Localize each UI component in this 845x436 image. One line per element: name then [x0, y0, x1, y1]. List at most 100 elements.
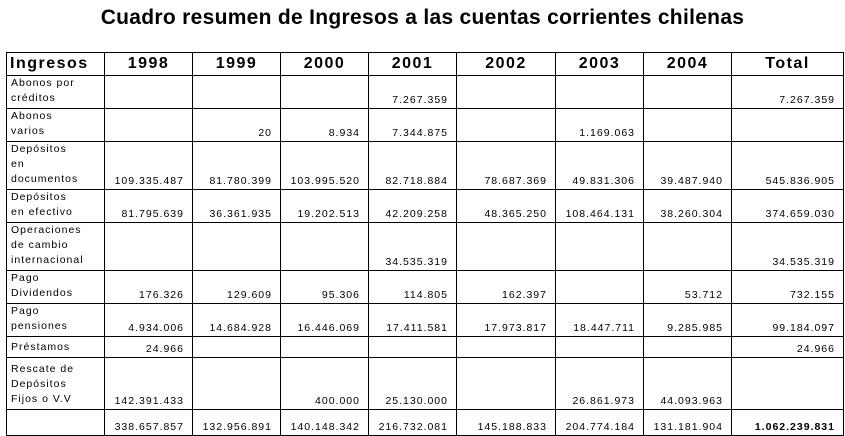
row-label: Operaciones de cambio internacional	[6, 222, 105, 271]
header-cell: 2001	[368, 52, 457, 76]
header-cell: 2002	[456, 52, 556, 76]
value-cell: 204.774.184	[555, 409, 644, 436]
value-cell	[456, 75, 556, 109]
value-cell: 95.306	[280, 270, 369, 304]
row-label-line: en efectivo	[11, 206, 73, 218]
row-label-line: Dividendos	[11, 287, 73, 299]
header-cell: Ingresos	[6, 52, 105, 76]
row-label-line: Depósitos	[11, 378, 67, 390]
table-body: Abonos por créditos 7.267.359 7.267.359 Abon…	[6, 75, 844, 436]
row-label: Pago Dividendos	[6, 270, 105, 304]
value-cell: 7.344.875	[368, 108, 457, 142]
value-cell	[192, 357, 281, 410]
value-cell: 78.687.369	[456, 141, 556, 190]
row-label: Rescate de Depósitos Fijos o V.V	[6, 357, 105, 410]
value-cell	[456, 357, 556, 410]
table-row: 338.657.857 132.956.891 140.148.342 216.732…	[6, 409, 844, 436]
header-cell: Total	[731, 52, 844, 76]
value-cell: 108.464.131	[555, 189, 644, 223]
row-label-line: Préstamos	[11, 341, 71, 353]
value-cell	[456, 222, 556, 271]
value-cell: 142.391.433	[104, 357, 193, 410]
row-label-line: Operaciones	[11, 224, 82, 236]
value-cell: 338.657.857	[104, 409, 193, 436]
value-cell: 103.995.520	[280, 141, 369, 190]
value-cell: 82.718.884	[368, 141, 457, 190]
value-cell: 39.487.940	[643, 141, 732, 190]
row-label-line: Pago	[11, 272, 40, 284]
value-cell: 17.973.817	[456, 303, 556, 337]
row-label-line: Fijos o V.V	[11, 393, 72, 405]
value-cell: 53.712	[643, 270, 732, 304]
value-cell	[456, 336, 556, 358]
value-cell	[555, 336, 644, 358]
value-cell: 162.397	[456, 270, 556, 304]
value-cell: 49.831.306	[555, 141, 644, 190]
value-cell: 216.732.081	[368, 409, 457, 436]
row-label-line: Pago	[11, 305, 40, 317]
row-label-line: en	[11, 158, 25, 170]
value-cell	[280, 222, 369, 271]
value-cell	[731, 357, 844, 410]
value-cell	[280, 75, 369, 109]
value-cell: 24.966	[731, 336, 844, 358]
value-cell: 9.285.985	[643, 303, 732, 337]
title: Cuadro resumen de Ingresos a las cuentas…	[100, 6, 745, 29]
header-cell: 2003	[555, 52, 644, 76]
value-cell: 4.934.006	[104, 303, 193, 337]
header-cell: 2000	[280, 52, 369, 76]
value-cell: 132.956.891	[192, 409, 281, 436]
value-cell: 34.535.319	[731, 222, 844, 271]
value-cell: 7.267.359	[731, 75, 844, 109]
row-label: Abonos por créditos	[6, 75, 105, 109]
value-cell: 545.836.905	[731, 141, 844, 190]
value-cell	[280, 336, 369, 358]
value-cell: 24.966	[104, 336, 193, 358]
value-cell	[192, 336, 281, 358]
table-row: Depósitos en efectivo 81.795.639 36.361.935…	[6, 189, 844, 223]
value-cell: 81.795.639	[104, 189, 193, 223]
value-cell: 99.184.097	[731, 303, 844, 337]
value-cell: 129.609	[192, 270, 281, 304]
value-cell	[104, 108, 193, 142]
value-cell: 38.260.304	[643, 189, 732, 223]
value-cell: 145.188.833	[456, 409, 556, 436]
value-cell: 7.267.359	[368, 75, 457, 109]
row-label: Depósitos en efectivo	[6, 189, 105, 223]
value-cell: 44.093.963	[643, 357, 732, 410]
value-cell: 14.684.928	[192, 303, 281, 337]
value-cell	[555, 222, 644, 271]
table-row: Pago pensiones 4.934.006 14.684.928 16.446.0…	[6, 303, 844, 337]
value-cell: 16.446.069	[280, 303, 369, 337]
value-cell: 176.326	[104, 270, 193, 304]
value-cell	[643, 75, 732, 109]
value-cell: 18.447.711	[555, 303, 644, 337]
value-cell: 48.365.250	[456, 189, 556, 223]
value-cell	[643, 222, 732, 271]
value-cell	[731, 108, 844, 142]
row-label-line: pensiones	[11, 320, 68, 332]
value-cell: 131.181.904	[643, 409, 732, 436]
value-cell: 25.130.000	[368, 357, 457, 410]
row-label-line: Rescate de	[11, 363, 75, 375]
value-cell	[104, 222, 193, 271]
row-label-line: Depósitos	[11, 143, 67, 155]
value-cell	[192, 75, 281, 109]
value-cell	[555, 270, 644, 304]
header-cell: 1999	[192, 52, 281, 76]
value-cell: 732.155	[731, 270, 844, 304]
value-cell: 26.861.973	[555, 357, 644, 410]
value-cell	[643, 108, 732, 142]
value-cell: 8.934	[280, 108, 369, 142]
row-label	[6, 409, 105, 436]
value-cell	[368, 336, 457, 358]
row-label-line: créditos	[11, 92, 56, 104]
value-cell: 109.335.487	[104, 141, 193, 190]
value-cell: 36.361.935	[192, 189, 281, 223]
row-label-line: de cambio	[11, 239, 69, 251]
value-cell	[456, 108, 556, 142]
table-row: Abonos por créditos 7.267.359 7.267.359	[6, 75, 844, 109]
row-label-line: varios	[11, 125, 46, 137]
table-row: Préstamos 24.966 24.966	[6, 336, 844, 358]
header-row: Ingresos 1998 1999 2000 2001 2002 2003 2004 Tota…	[6, 52, 844, 76]
